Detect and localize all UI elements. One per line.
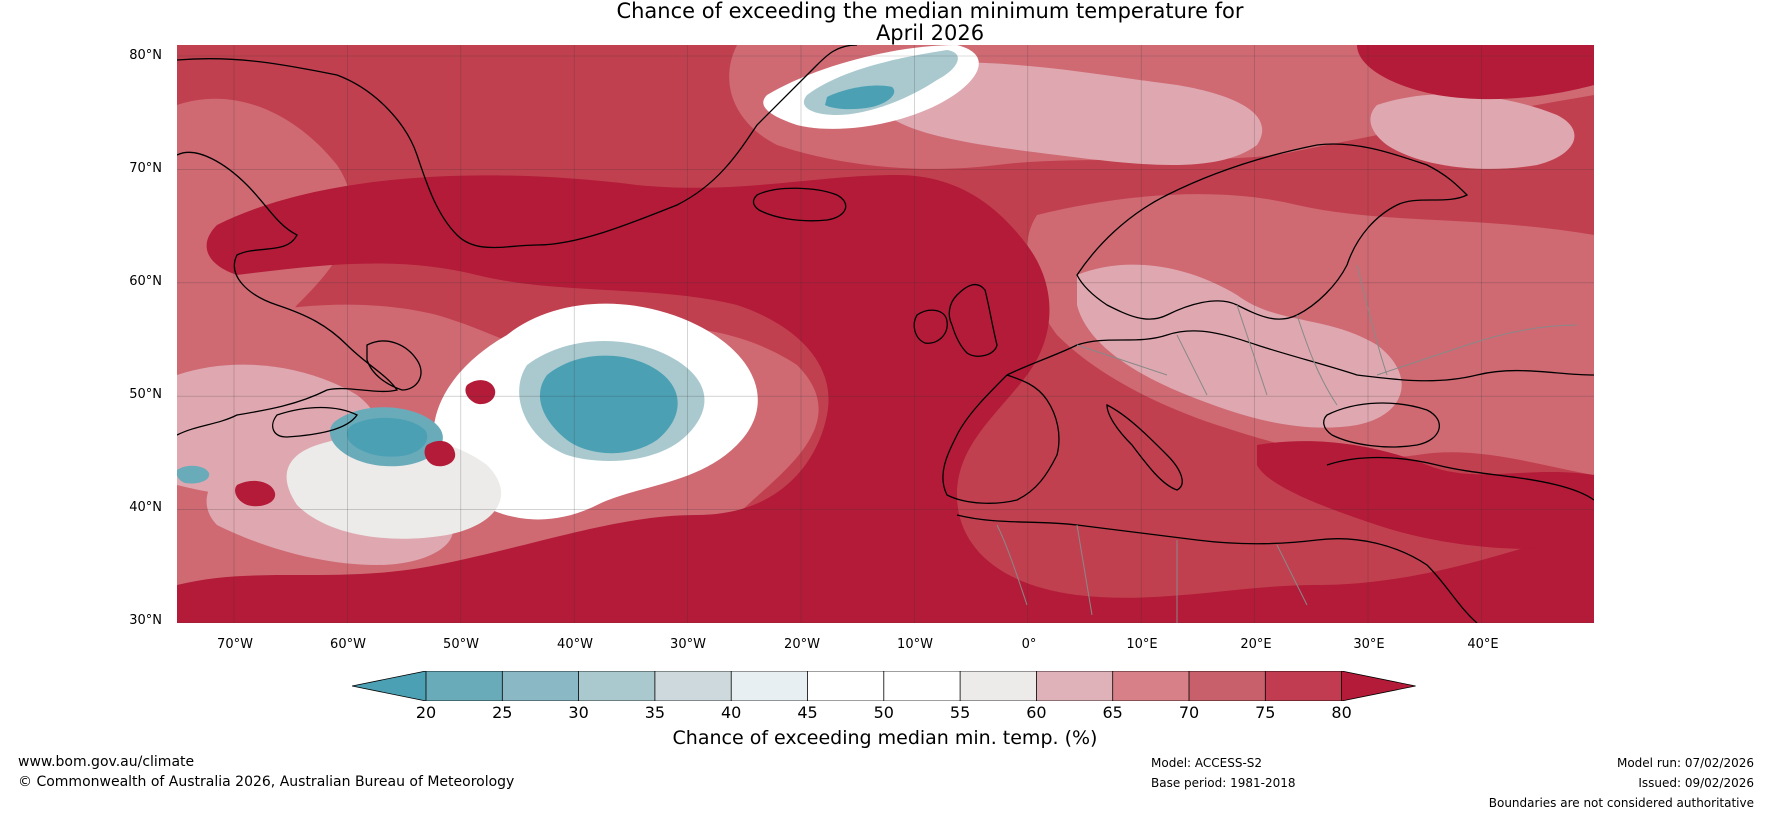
colorbar-tick-label: 80 — [1331, 703, 1352, 722]
colorbar-bin — [960, 671, 1037, 701]
coastline-scandinavia — [1076, 143, 1469, 320]
colorbar-tick-label: 40 — [721, 703, 742, 722]
colorbar-tick-label: 60 — [1026, 703, 1047, 722]
coastline-canada — [177, 151, 399, 436]
footer-url: www.bom.gov.au/climate — [18, 754, 195, 770]
contour-west-europe-65 — [1077, 264, 1402, 428]
contour-blue-20-b — [346, 417, 428, 457]
footer-base-period: Base period: 1981-2018 — [1151, 776, 1296, 790]
footer-model: Model: ACCESS-S2 — [1151, 756, 1263, 770]
lon-label-30e: 30°E — [1353, 637, 1385, 652]
contour-red-east — [1257, 441, 1594, 549]
lat-label-80: 80°N — [129, 48, 162, 63]
lon-label-70w: 70°W — [217, 637, 253, 652]
contour-red-spot-b — [424, 440, 456, 467]
lat-label-30: 30°N — [129, 613, 162, 628]
coastline-british-isles — [948, 283, 998, 357]
lat-label-40: 40°N — [129, 500, 162, 515]
colorbar-bin — [1036, 671, 1114, 701]
colorbar-tick-label: 45 — [797, 703, 818, 722]
contour-blue-north-core — [825, 85, 895, 110]
coastline-mediterranean-south — [956, 514, 1478, 623]
footer-copyright: © Commonwealth of Australia 2026, Austra… — [18, 774, 515, 790]
colorbar-tick-label: 75 — [1255, 703, 1276, 722]
colorbar-tick-label: 35 — [644, 703, 666, 722]
coastline-greenland — [177, 45, 858, 249]
colorbar-tick-label: 20 — [415, 703, 437, 722]
coastline-iberia — [942, 374, 1060, 504]
lon-label-0: 0° — [1021, 637, 1037, 652]
colorbar-tick-label: 65 — [1102, 703, 1123, 722]
colorbar-bin — [502, 671, 580, 701]
colorbar-bin — [426, 671, 503, 701]
colorbar-bin — [883, 671, 961, 701]
contour-baltic-65 — [1370, 94, 1575, 169]
lon-label-20w: 20°W — [784, 637, 820, 652]
colorbar-bin — [654, 671, 732, 701]
contour-red-spot-a — [465, 380, 496, 405]
footer-disclaimer: Boundaries are not considered authoritat… — [1488, 796, 1754, 810]
lon-label-10e: 10°E — [1126, 637, 1158, 652]
lon-label-50w: 50°W — [443, 637, 479, 652]
colorbar-tick-label: 25 — [492, 703, 513, 722]
lon-label-40w: 40°W — [557, 637, 593, 652]
border-south — [996, 524, 1308, 623]
lon-label-30w: 30°W — [670, 637, 706, 652]
footer-model-run: Model run: 07/02/2026 — [1616, 756, 1754, 770]
lat-label-50: 50°N — [129, 387, 162, 402]
colorbar-bin — [807, 671, 885, 701]
lon-label-60w: 60°W — [330, 637, 366, 652]
coastline-turkey — [1326, 456, 1594, 501]
contour-red-spot-c — [235, 480, 276, 507]
colorbar-bin — [1189, 671, 1266, 701]
colorbar-tick-label: 55 — [949, 703, 971, 722]
colorbar-extend-high — [1341, 671, 1416, 701]
contour-north-65 — [873, 62, 1263, 165]
lon-label-20e: 20°E — [1240, 637, 1272, 652]
colorbar-bin — [731, 671, 808, 701]
chart-title-line2: April 2026 — [875, 21, 985, 45]
colorbar-tick-label: 30 — [568, 703, 589, 722]
colorbar-title: Chance of exceeding median min. temp. (%… — [672, 727, 1098, 749]
border-europe — [1076, 264, 1578, 406]
contour-red-main — [177, 175, 1594, 623]
colorbar-bin — [1112, 671, 1190, 701]
contour-red-arctic — [1357, 45, 1594, 100]
colorbar — [351, 670, 1420, 705]
footer-issued: Issued: 09/02/2026 — [1638, 776, 1754, 790]
colorbar-bin — [1265, 671, 1343, 701]
coastline-ireland — [913, 309, 948, 344]
colorbar-extend-low — [352, 671, 426, 701]
lon-label-40e: 40°E — [1467, 637, 1499, 652]
contour-blue-tiny — [177, 465, 210, 484]
chart-title-line1: Chance of exceeding the median minimum t… — [616, 0, 1244, 23]
coastline-nova-scotia — [272, 406, 358, 438]
contour-blue-20-a — [539, 355, 678, 454]
coastline-europe-mainland — [1006, 330, 1594, 382]
coastline-newfoundland — [366, 340, 422, 391]
colorbar-bin — [578, 671, 656, 701]
lon-label-10w: 10°W — [897, 637, 933, 652]
lat-label-70: 70°N — [129, 161, 162, 176]
lat-label-60: 60°N — [129, 274, 162, 289]
coastline-black-sea — [1323, 402, 1440, 448]
anomaly-map — [177, 45, 1594, 623]
colorbar-tick-label: 70 — [1178, 703, 1200, 722]
colorbar-tick-label: 50 — [873, 703, 894, 722]
coastline-italy — [1106, 403, 1183, 491]
coastline-iceland — [752, 187, 847, 222]
